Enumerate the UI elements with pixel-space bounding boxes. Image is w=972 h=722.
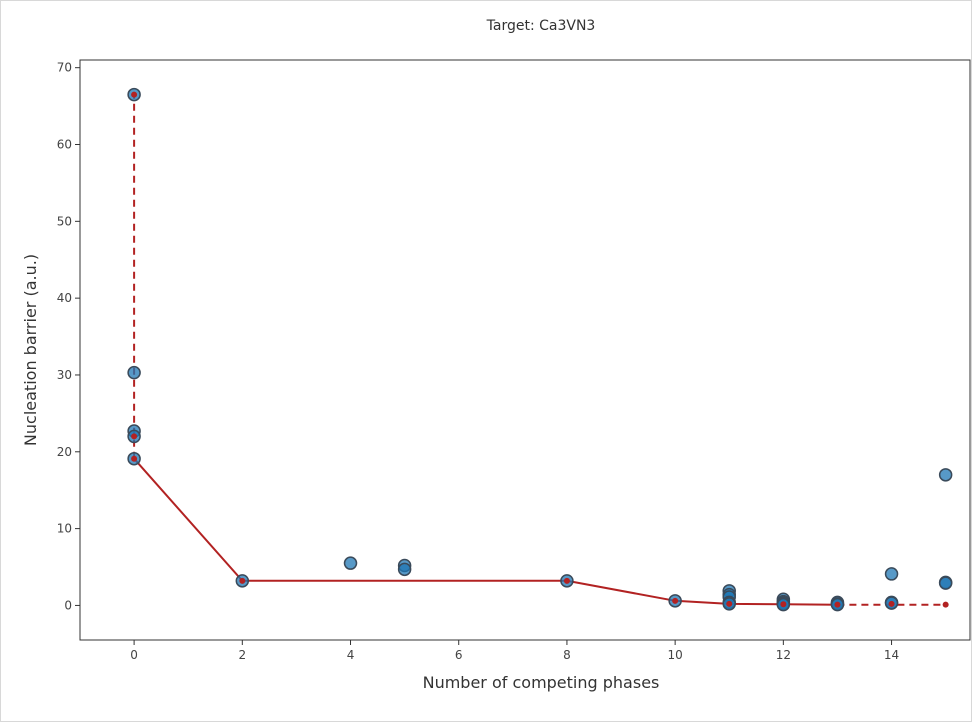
x-tick-label: 4 [347, 648, 355, 662]
x-axis: 0 2 4 6 8 10 12 14 [130, 640, 899, 662]
data-point [938, 468, 953, 482]
y-tick-label: 50 [57, 214, 72, 228]
x-tick-label: 10 [667, 648, 682, 662]
y-tick-label: 20 [57, 445, 72, 459]
frontier-marker [239, 577, 246, 584]
frontier-marker [834, 601, 841, 608]
y-tick-label: 10 [57, 522, 72, 536]
y-axis: 0 10 20 30 40 50 60 70 [57, 61, 80, 612]
data-point [343, 556, 358, 570]
y-tick-label: 0 [64, 598, 72, 612]
frontier-marker [780, 601, 787, 608]
data-point [884, 567, 899, 581]
x-tick-label: 2 [238, 648, 246, 662]
data-point [127, 365, 141, 380]
data-points [127, 87, 953, 612]
frontier-marker [131, 91, 138, 98]
frontier-marker [131, 433, 138, 440]
frontier-marker [888, 600, 895, 607]
frontier-marker [672, 597, 679, 604]
y-tick-label: 30 [57, 368, 72, 382]
chart-title: Target: Ca3VN3 [486, 18, 596, 34]
data-point [397, 562, 412, 577]
x-tick-label: 8 [563, 648, 571, 662]
y-tick-label: 70 [57, 61, 72, 75]
x-tick-label: 0 [130, 648, 138, 662]
frontier-markers [131, 91, 949, 608]
x-tick-label: 14 [884, 648, 899, 662]
y-tick-label: 40 [57, 291, 72, 305]
plot-area-frame [79, 59, 971, 641]
frontier-marker [942, 601, 949, 608]
y-tick-label: 60 [57, 138, 72, 152]
frontier-marker [131, 455, 138, 462]
x-axis-title: Number of competing phases [423, 673, 660, 692]
data-point [938, 576, 953, 590]
x-tick-label: 6 [455, 648, 463, 662]
frontier-marker [563, 577, 570, 584]
y-axis-title: Nucleation barrier (a.u.) [21, 254, 40, 446]
frontier-marker [726, 600, 733, 607]
x-tick-label: 12 [776, 648, 791, 662]
